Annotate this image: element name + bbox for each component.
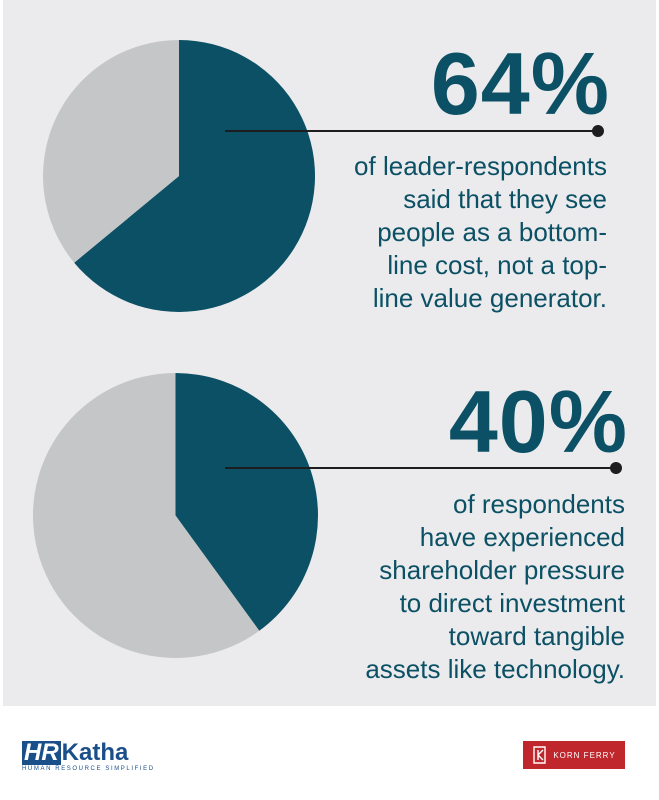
infographic-panel: 64% of leader-respondents said that they… — [3, 0, 656, 706]
leader-line-2 — [225, 462, 622, 474]
caption-line: line cost, not a top- — [387, 250, 607, 280]
caption-line: assets like technology. — [365, 654, 625, 684]
leader-line-1 — [225, 125, 604, 137]
korn-ferry-logo-text: KORN FERRY — [553, 750, 616, 760]
hrkatha-tagline: HUMAN RESOURCE SIMPLIFIED — [22, 766, 155, 772]
hrkatha-logo-prefix: HR — [22, 739, 61, 766]
stat-percentage-2: 40% — [448, 372, 628, 471]
caption-line: to direct investment — [399, 588, 625, 618]
pie-slice-remainder — [33, 373, 260, 658]
caption-line: of leader-respondents — [354, 151, 607, 181]
caption-line: toward tangible — [448, 621, 625, 651]
caption-line: said that they see — [403, 184, 607, 214]
caption-line: people as a bottom- — [377, 217, 607, 247]
hrkatha-wordmark: HR Katha — [22, 741, 128, 765]
korn-ferry-logo[interactable]: KORN FERRY — [523, 741, 625, 769]
caption-line: shareholder pressure — [379, 555, 625, 585]
pie-slice-highlight — [74, 40, 315, 312]
caption-line: have experienced — [419, 522, 625, 552]
pie-chart-2 — [33, 373, 318, 658]
stat-caption-1: of leader-respondents said that they see… — [354, 150, 607, 315]
caption-line: of respondents — [452, 489, 625, 519]
caption-line: line value generator. — [372, 283, 607, 313]
pie-chart-1 — [43, 40, 315, 312]
pie-slice-remainder — [43, 40, 179, 263]
hrkatha-logo-suffix: Katha — [61, 739, 129, 766]
pie-slice-highlight — [175, 373, 318, 631]
stat-caption-2: of respondents have experienced sharehol… — [365, 488, 625, 686]
korn-ferry-mark-icon — [533, 746, 547, 764]
hrkatha-logo[interactable]: HR Katha HUMAN RESOURCE SIMPLIFIED — [22, 741, 155, 772]
stat-percentage-1: 64% — [430, 34, 610, 133]
